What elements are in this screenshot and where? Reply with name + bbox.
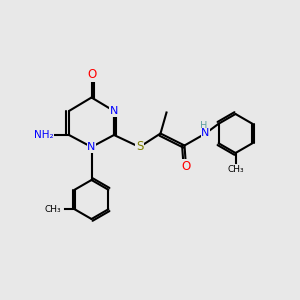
Text: CH₃: CH₃: [227, 165, 244, 174]
Text: N: N: [201, 128, 210, 139]
Text: N: N: [87, 142, 96, 152]
Text: O: O: [87, 68, 96, 82]
Text: N: N: [110, 106, 118, 116]
Text: CH₃: CH₃: [44, 205, 61, 214]
Text: S: S: [136, 140, 143, 154]
Text: O: O: [182, 160, 190, 173]
Text: NH₂: NH₂: [34, 130, 53, 140]
Text: H: H: [200, 121, 208, 131]
